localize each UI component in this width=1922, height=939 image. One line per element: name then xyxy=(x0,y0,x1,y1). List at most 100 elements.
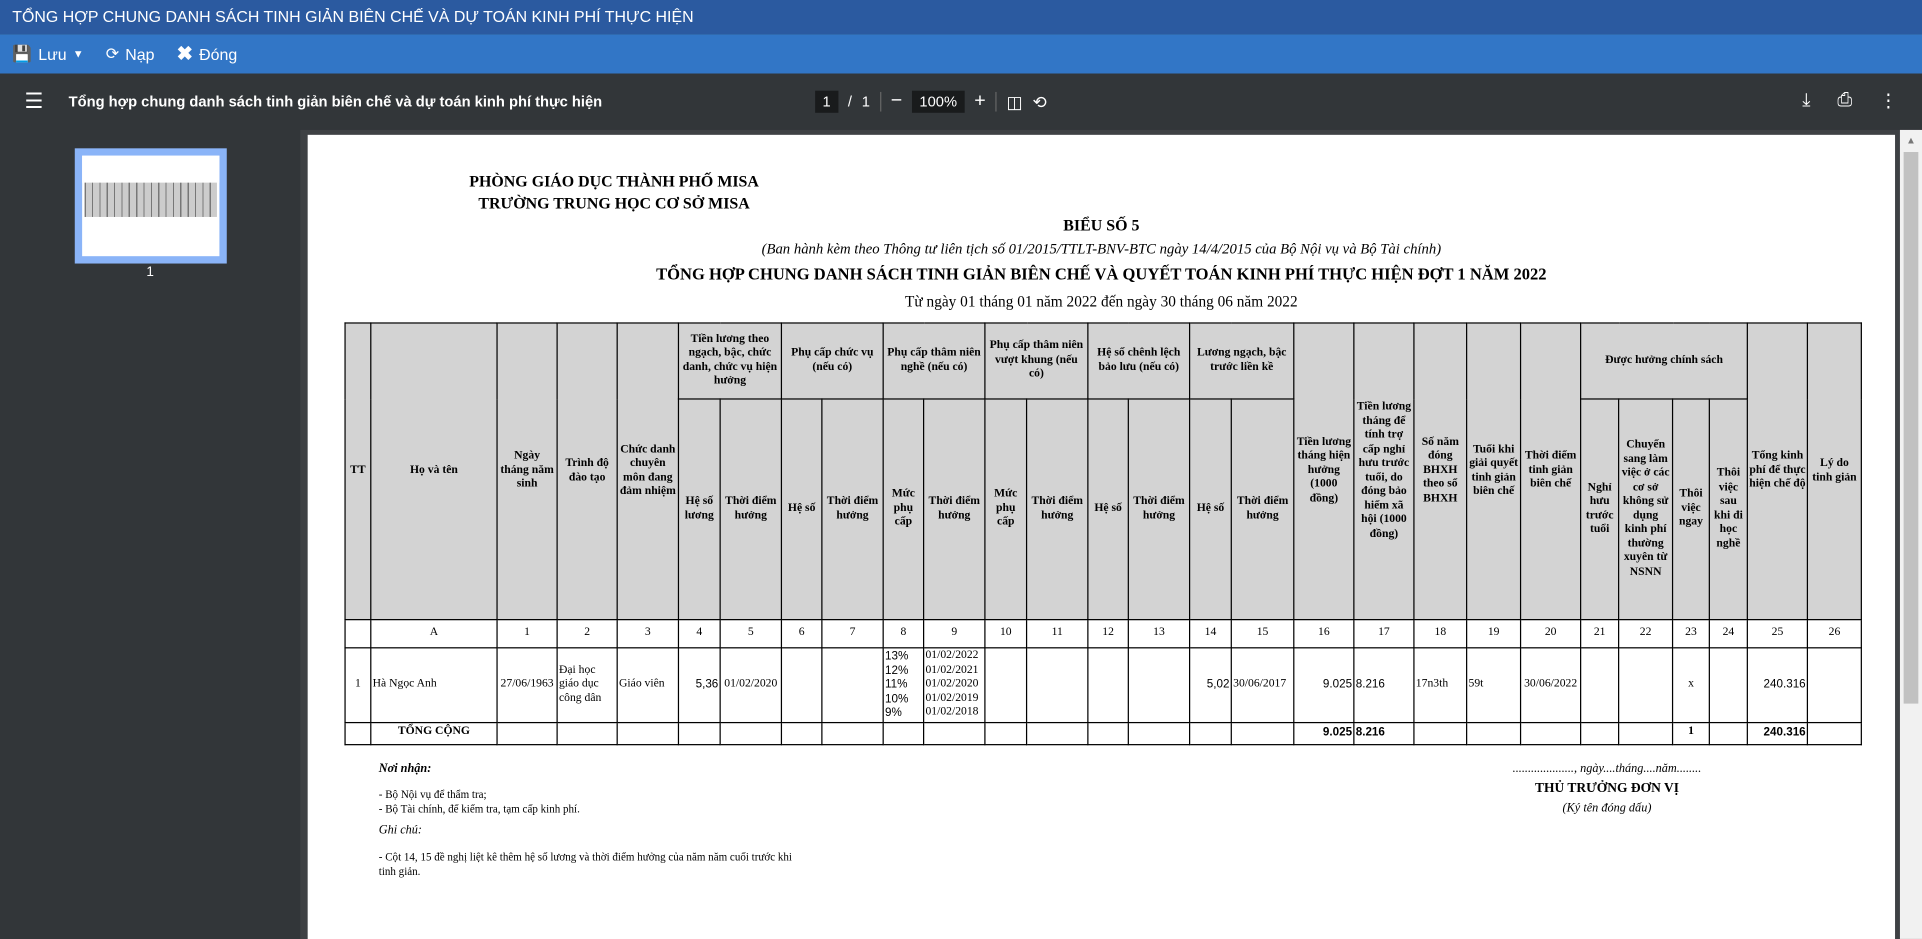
table-cell xyxy=(1230,721,1295,745)
table-cell xyxy=(923,721,986,745)
legal-basis: (Ban hành kèm theo Thông tư liên tịch số… xyxy=(761,240,1442,258)
report-title: TỔNG HỢP CHUNG DANH SÁCH TINH GIẢN BIÊN … xyxy=(656,264,1547,284)
fit-page-icon[interactable]: ◫ xyxy=(1006,91,1023,111)
org-name: PHÒNG GIÁO DỤC THÀNH PHỐ MISA xyxy=(469,171,759,190)
reload-button[interactable]: ⟳ Nạp xyxy=(105,44,155,64)
table-cell: 5,02 xyxy=(1189,647,1232,723)
table-cell: x xyxy=(1671,647,1710,723)
column-header: Tiền lương tháng để tính trợ cấp nghỉ hư… xyxy=(1353,322,1415,621)
table-cell: 21 xyxy=(1580,619,1620,649)
column-header: Tiền lương theo ngạch, bậc, chức danh, c… xyxy=(677,322,783,400)
zoom-level-input[interactable]: 100% xyxy=(912,90,965,113)
table-cell xyxy=(616,721,680,745)
thumbnail-label: 1 xyxy=(146,264,154,280)
table-cell xyxy=(1708,721,1749,745)
table-cell xyxy=(1087,721,1129,745)
window-title: TỔNG HỢP CHUNG DANH SÁCH TINH GIẢN BIÊN … xyxy=(0,0,1922,35)
save-icon: 💾 xyxy=(12,44,33,63)
menu-icon[interactable]: ☰ xyxy=(24,89,44,113)
column-subheader: Hệ số xyxy=(780,398,823,621)
column-subheader: Hệ số lương xyxy=(677,398,721,621)
column-header: Tiền lương tháng hiện hưởng (1000 đồng) xyxy=(1293,322,1355,621)
vertical-scrollbar[interactable]: ▲ xyxy=(1899,129,1922,939)
table-cell xyxy=(556,721,618,745)
table-cell xyxy=(821,647,884,723)
table-cell xyxy=(1466,721,1522,745)
table-cell: 12 xyxy=(1087,619,1129,649)
divider xyxy=(879,91,881,112)
table-cell: Đại học giáo dục công dân xyxy=(556,647,618,723)
table-cell: Giáo viên xyxy=(616,647,680,723)
table-cell: 13% 12% 11% 10% 9% xyxy=(882,647,925,723)
table-cell: 15 xyxy=(1230,619,1295,649)
table-cell: 26 xyxy=(1806,619,1863,649)
column-subheader: Mức phụ cấp xyxy=(882,398,925,621)
table-cell xyxy=(1413,721,1468,745)
table-cell: 25 xyxy=(1746,619,1809,649)
table-cell: 22 xyxy=(1618,619,1674,649)
table-cell: 11 xyxy=(1025,619,1089,649)
recipient: - Bộ Tài chính, để kiểm tra, tạm cấp kin… xyxy=(378,802,580,816)
table-cell: 5,36 xyxy=(677,647,721,723)
table-cell xyxy=(344,721,372,745)
column-subheader: Thời điểm hưởng xyxy=(821,398,884,621)
column-subheader: Chuyển sang làm việc ở các cơ sở không s… xyxy=(1618,398,1674,621)
scrollbar-thumb[interactable] xyxy=(1903,151,1919,704)
signer-title: THỦ TRƯỞNG ĐƠN VỊ xyxy=(1534,780,1679,796)
table-cell xyxy=(821,721,884,745)
school-name: TRƯỜNG TRUNG HỌC CƠ SỞ MISA xyxy=(478,193,750,213)
table-row: 1 Hà Ngọc Anh 27/06/1963 Đại học giáo dục c… xyxy=(344,647,1863,723)
table-cell xyxy=(780,721,823,745)
table-cell: 8 xyxy=(882,619,925,649)
table-cell xyxy=(1618,721,1674,745)
column-header: Trình độ đào tạo xyxy=(556,322,618,621)
table-cell xyxy=(1189,721,1232,745)
zoom-out-button[interactable]: − xyxy=(890,90,903,112)
zoom-in-button[interactable]: + xyxy=(974,90,986,112)
column-header: Lương ngạch, bậc trước liền kề xyxy=(1189,322,1295,400)
table-cell: 01/02/2022 01/02/2021 01/02/2020 01/02/2… xyxy=(923,647,986,723)
save-button[interactable]: 💾 Lưu ▼ xyxy=(12,44,84,64)
table-cell: 2 xyxy=(556,619,618,649)
pdf-page: PHÒNG GIÁO DỤC THÀNH PHỐ MISA TRƯỜNG TRU… xyxy=(307,134,1896,939)
table-cell: 13 xyxy=(1127,619,1191,649)
close-button[interactable]: ✖ Đóng xyxy=(177,42,238,67)
note-title: Ghi chú: xyxy=(378,823,423,838)
table-cell xyxy=(1806,721,1863,745)
table-cell xyxy=(1127,647,1191,723)
form-number: BIỂU SỐ 5 xyxy=(1063,215,1140,235)
page-number-input[interactable]: 1 xyxy=(815,90,839,113)
table-cell: 30/06/2017 xyxy=(1230,647,1295,723)
more-options-icon[interactable]: ⋮ xyxy=(1879,90,1898,112)
download-icon[interactable]: ⤓ xyxy=(1802,89,1811,111)
column-subheader: Thôi việc ngay xyxy=(1671,398,1710,621)
table-cell: 8.216 xyxy=(1353,647,1415,723)
total-row: TỔNG CỘNG 9.025 8.216 1 240.316 xyxy=(344,721,1863,745)
print-icon[interactable]: ⎙ xyxy=(1837,89,1853,111)
refresh-icon: ⟳ xyxy=(105,44,120,63)
table-cell xyxy=(677,721,721,745)
table-cell: 8.216 xyxy=(1353,721,1415,745)
table-cell: 19 xyxy=(1466,619,1522,649)
sign-note: (Ký tên đóng dấu) xyxy=(1562,801,1652,816)
divider xyxy=(995,91,997,112)
pdf-toolbar: ☰ Tổng hợp chung danh sách tinh giản biê… xyxy=(0,73,1922,130)
table-cell: TỔNG CỘNG xyxy=(370,721,498,745)
pdf-title: Tổng hợp chung danh sách tinh giản biên … xyxy=(68,93,603,111)
date-line: ...................., ngày....tháng....n… xyxy=(1512,762,1702,776)
table-cell: 23 xyxy=(1671,619,1710,649)
table-cell: 1 xyxy=(344,647,372,723)
column-header: Phụ cấp thâm niên vượt khung (nếu có) xyxy=(984,322,1089,400)
table-cell xyxy=(882,721,925,745)
table-cell: 18 xyxy=(1413,619,1468,649)
table-cell: 3 xyxy=(616,619,680,649)
table-cell xyxy=(1806,647,1863,723)
table-cell: 30/06/2022 xyxy=(1519,647,1582,723)
rotate-icon[interactable]: ⟲ xyxy=(1032,91,1047,111)
scroll-up-icon[interactable]: ▲ xyxy=(1906,134,1916,146)
chevron-down-icon[interactable]: ▼ xyxy=(72,47,84,61)
column-subheader: Thời điểm hưởng xyxy=(1230,398,1295,621)
table-cell xyxy=(1618,647,1674,723)
main-toolbar: 💾 Lưu ▼ ⟳ Nạp ✖ Đóng xyxy=(0,34,1922,74)
page-thumbnail[interactable] xyxy=(74,148,227,264)
